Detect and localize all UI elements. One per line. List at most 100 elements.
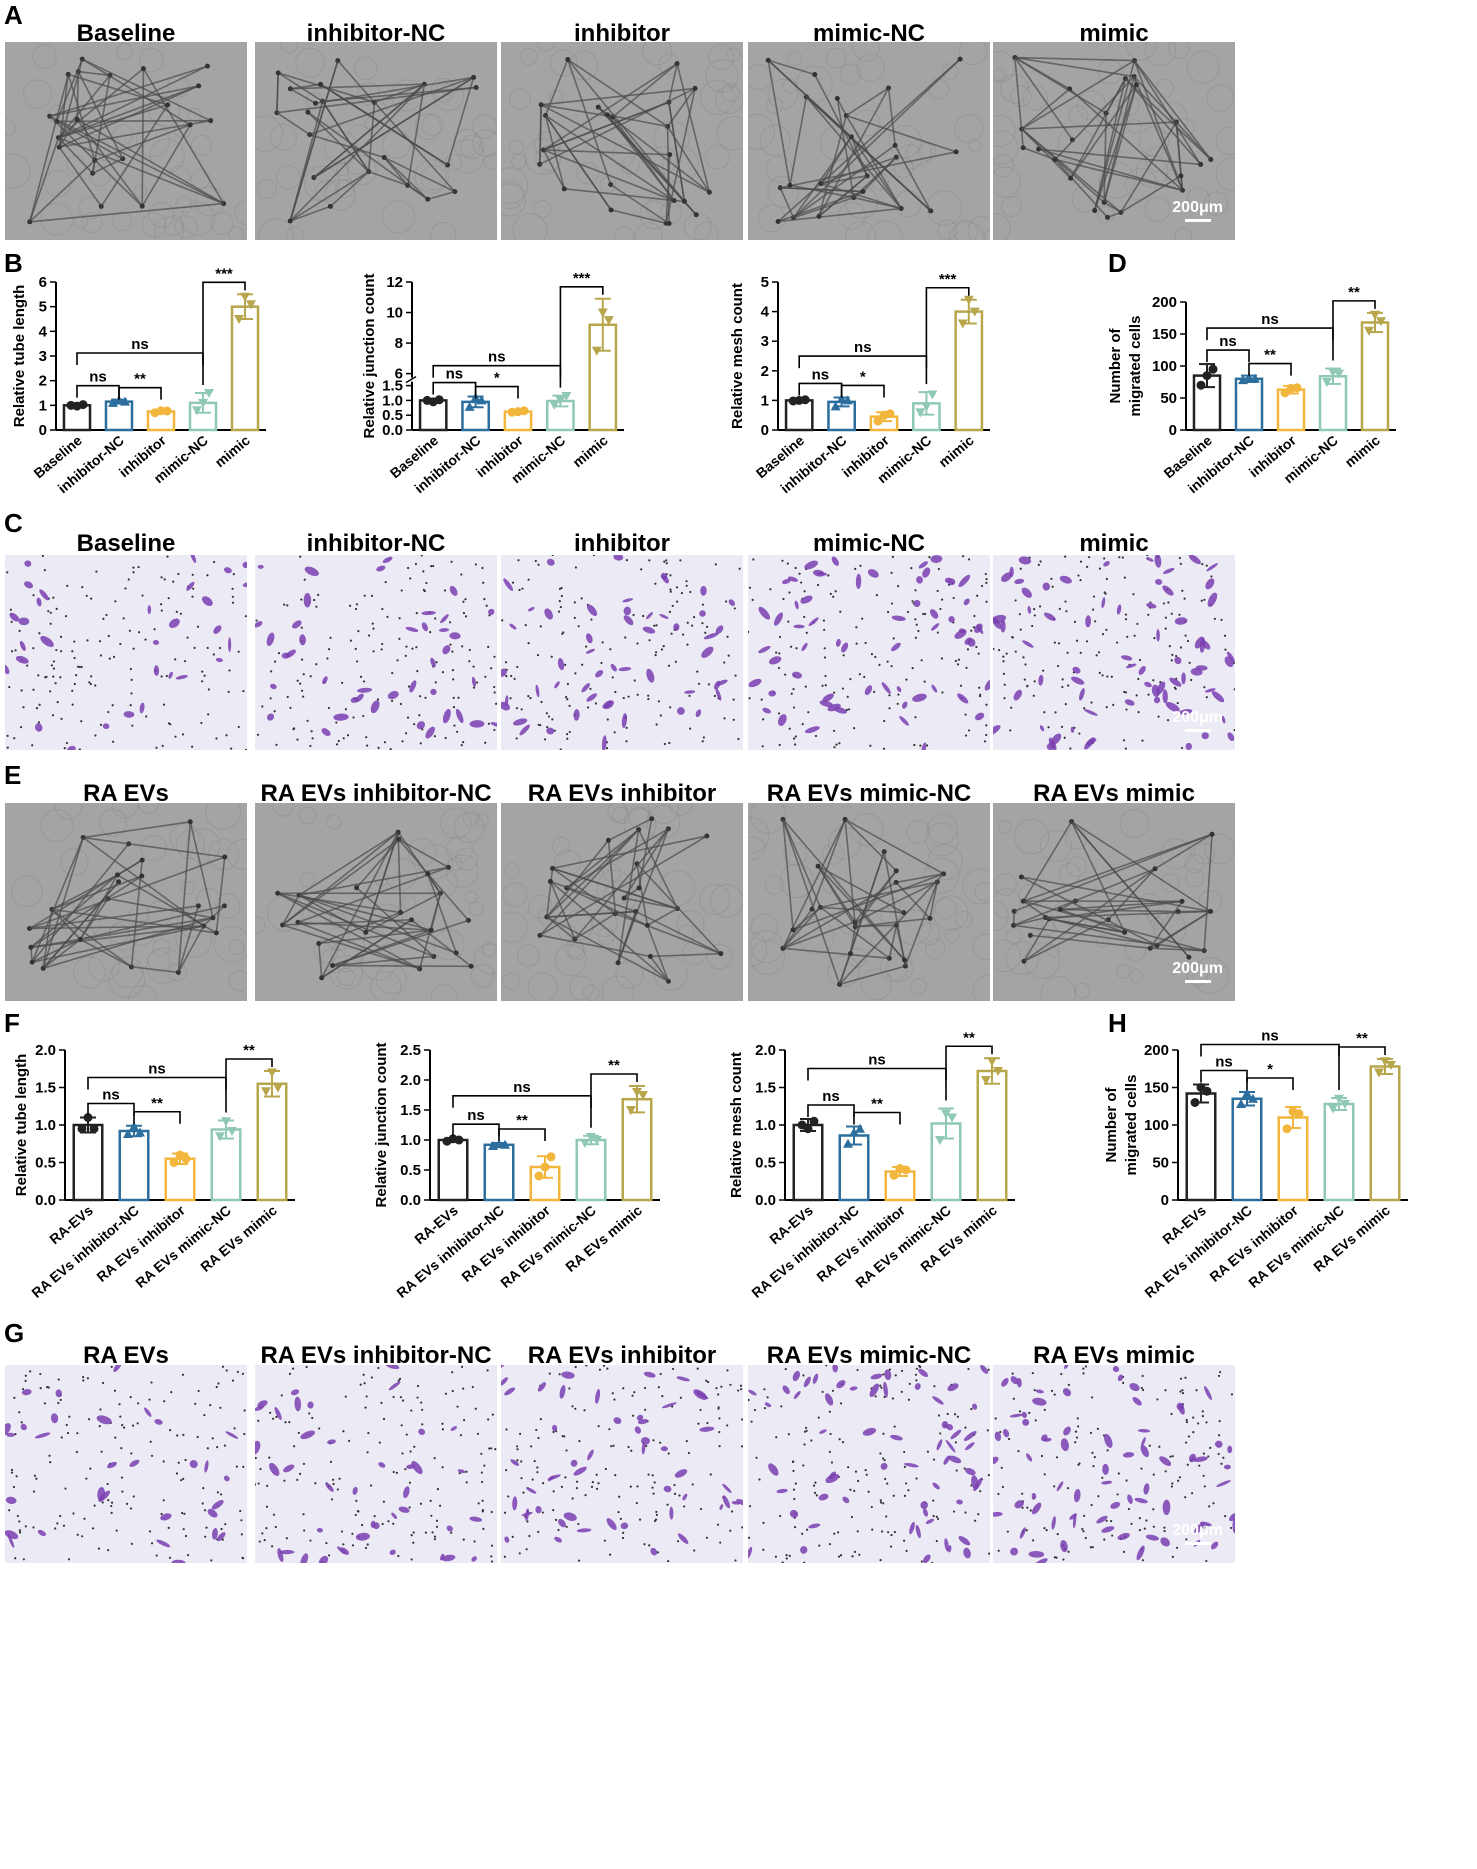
significance-label: ns [89, 369, 107, 386]
data-point [549, 400, 560, 410]
data-point [561, 391, 572, 401]
data-point [957, 319, 968, 329]
significance-label: ns [467, 1107, 485, 1124]
y-tick-label: 2.0 [400, 1072, 421, 1089]
significance-bracket [559, 285, 604, 388]
y-tick-label: 4 [39, 323, 48, 340]
significance-label: ns [1261, 1028, 1279, 1045]
bar-3 [575, 1138, 607, 1202]
micrograph-transwell-stain [5, 555, 247, 750]
data-point [1328, 1104, 1338, 1114]
y-tick-label: 0.0 [400, 1192, 421, 1209]
data-point [519, 406, 529, 416]
bar-1 [483, 1143, 515, 1202]
significance-bracket [87, 1102, 135, 1116]
data-point [987, 1057, 997, 1067]
data-point [135, 1127, 145, 1137]
data-point [434, 395, 444, 405]
panel-letter-g: G [4, 1318, 25, 1348]
y-tick-label: 1.5 [382, 378, 403, 395]
image-title: RA EVs [83, 1342, 169, 1369]
data-point [1202, 371, 1212, 381]
micrograph-tube-formation [501, 803, 743, 1001]
significance-label: ns [131, 336, 149, 353]
y-tick-label: 1 [39, 397, 47, 414]
bar-0 [1185, 1092, 1217, 1202]
image-title: RA EVs mimic [1033, 1342, 1195, 1369]
micrograph-transwell-stain [5, 1365, 247, 1563]
micrograph-tube-formation: 200μm [993, 42, 1235, 240]
significance-bracket [1332, 300, 1376, 361]
y-tick-label: 0.0 [35, 1192, 56, 1209]
y-tick-label: 0 [761, 422, 769, 439]
y-tick-label: 1.0 [755, 1117, 776, 1134]
data-point [1282, 1124, 1292, 1134]
significance-label: *** [215, 265, 233, 282]
significance-label: ns [1261, 311, 1279, 328]
data-point [546, 1152, 556, 1162]
significance-label: ** [516, 1112, 528, 1129]
data-point [89, 1124, 99, 1134]
data-point [947, 1113, 957, 1123]
data-point [129, 1121, 139, 1131]
data-point [889, 1170, 899, 1180]
data-point [1238, 375, 1248, 385]
y-axis-label: Relative mesh count [728, 1052, 745, 1198]
y-tick-label: 6 [39, 274, 47, 291]
significance-bracket [1200, 1069, 1248, 1083]
micrograph-tube-formation [5, 42, 247, 240]
y-tick-label: 2.5 [400, 1042, 421, 1059]
significance-label: ns [102, 1087, 120, 1104]
data-point [162, 406, 172, 416]
significance-bracket [452, 1095, 592, 1108]
data-point [632, 1088, 642, 1097]
data-point [464, 401, 475, 411]
data-point [1376, 317, 1386, 327]
image-title: RA EVs mimic [1033, 780, 1195, 807]
panel-letter-a: A [4, 0, 23, 30]
significance-label: ** [608, 1057, 620, 1074]
data-point [993, 1067, 1003, 1076]
panel-letter-f: F [4, 1008, 20, 1038]
significance-bracket [807, 1067, 947, 1081]
data-point [1248, 1093, 1258, 1103]
micrograph-tube-formation [748, 803, 990, 1001]
y-tick-label: 3 [39, 348, 47, 365]
bar-0 [437, 1138, 469, 1202]
significance-bracket [474, 385, 519, 399]
y-tick-label: 1.0 [400, 1132, 421, 1149]
micrograph-transwell-stain [255, 1365, 497, 1563]
data-point [638, 1091, 648, 1100]
significance-label: ns [148, 1061, 166, 1078]
y-tick-label: 0.5 [755, 1155, 776, 1172]
x-tick-label: mimic [569, 432, 610, 470]
y-tick-label: 200 [1144, 1042, 1169, 1059]
data-point [849, 1127, 859, 1137]
bar-4 [954, 310, 984, 432]
significance-label: ** [871, 1096, 883, 1113]
y-tick-label: 4 [761, 304, 770, 321]
y-tick-label: 12 [386, 274, 403, 291]
data-point [120, 396, 130, 406]
significance-label: ns [1215, 1054, 1233, 1071]
y-tick-label: 5 [39, 299, 47, 316]
significance-label: *** [939, 271, 957, 288]
significance-bracket [840, 384, 885, 398]
data-point [240, 292, 250, 302]
y-tick-label: 50 [1160, 390, 1177, 407]
y-tick-label: 2 [39, 373, 47, 390]
y-tick-label: 1.5 [35, 1080, 56, 1097]
significance-label: *** [573, 270, 591, 287]
data-point [873, 416, 883, 426]
bar-4 [621, 1097, 653, 1202]
significance-label: ns [488, 349, 506, 366]
data-point [1370, 310, 1380, 320]
data-point [830, 401, 841, 411]
y-tick-label: 0.5 [35, 1155, 56, 1172]
scale-bar-line [1184, 1542, 1211, 1545]
scale-bar-line [1184, 219, 1211, 222]
data-point [540, 1162, 550, 1172]
micrograph-transwell-stain [748, 1365, 990, 1563]
image-title: RA EVs mimic-NC [766, 780, 972, 807]
image-title: mimic [1079, 530, 1149, 557]
